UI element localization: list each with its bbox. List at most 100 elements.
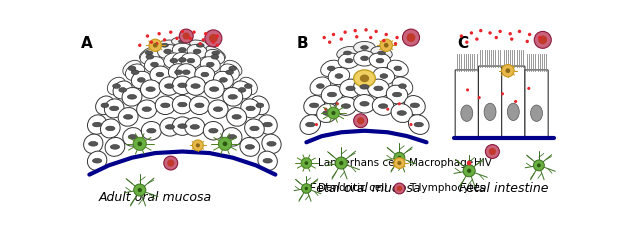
Circle shape	[137, 188, 142, 192]
Circle shape	[202, 38, 205, 42]
Ellipse shape	[139, 46, 159, 60]
Ellipse shape	[374, 86, 383, 91]
Ellipse shape	[233, 81, 252, 99]
Circle shape	[164, 156, 178, 170]
Ellipse shape	[141, 80, 160, 98]
Circle shape	[485, 145, 499, 158]
Ellipse shape	[93, 122, 102, 127]
Ellipse shape	[258, 115, 277, 134]
Ellipse shape	[170, 58, 178, 63]
Ellipse shape	[126, 64, 145, 80]
Ellipse shape	[146, 55, 154, 59]
Ellipse shape	[404, 96, 425, 115]
Ellipse shape	[96, 96, 114, 115]
Circle shape	[205, 30, 222, 47]
Ellipse shape	[263, 158, 272, 163]
Text: C: C	[458, 36, 468, 51]
Ellipse shape	[178, 124, 187, 128]
Ellipse shape	[104, 99, 124, 118]
Circle shape	[526, 40, 529, 43]
Circle shape	[394, 158, 405, 169]
Circle shape	[409, 123, 412, 126]
Text: T lymphocytes: T lymphocytes	[409, 183, 486, 194]
Ellipse shape	[172, 76, 192, 95]
Ellipse shape	[317, 84, 324, 88]
Circle shape	[332, 33, 335, 36]
Ellipse shape	[240, 137, 260, 156]
Circle shape	[133, 137, 146, 150]
Ellipse shape	[185, 118, 205, 136]
Ellipse shape	[131, 71, 151, 88]
Circle shape	[332, 111, 336, 115]
Circle shape	[149, 39, 162, 51]
Ellipse shape	[338, 53, 360, 68]
Circle shape	[382, 39, 386, 42]
Ellipse shape	[157, 44, 178, 59]
Circle shape	[218, 137, 231, 150]
Circle shape	[534, 31, 551, 48]
Ellipse shape	[213, 71, 233, 88]
Circle shape	[394, 42, 397, 45]
Circle shape	[354, 114, 368, 128]
Circle shape	[353, 29, 357, 32]
Circle shape	[302, 184, 311, 193]
Ellipse shape	[251, 96, 269, 115]
Text: Adult oral mucosa: Adult oral mucosa	[99, 191, 212, 204]
Ellipse shape	[250, 126, 259, 131]
Ellipse shape	[244, 119, 264, 138]
Text: Fetal intestine: Fetal intestine	[459, 182, 549, 195]
Circle shape	[479, 29, 483, 32]
Ellipse shape	[113, 84, 121, 88]
Circle shape	[467, 169, 471, 173]
Ellipse shape	[484, 103, 496, 121]
Circle shape	[357, 117, 364, 124]
Ellipse shape	[176, 64, 197, 81]
Circle shape	[328, 107, 340, 119]
Circle shape	[465, 41, 468, 44]
Circle shape	[192, 140, 203, 151]
Ellipse shape	[159, 77, 179, 95]
Circle shape	[134, 184, 146, 196]
Ellipse shape	[108, 77, 126, 95]
Ellipse shape	[179, 58, 186, 62]
Ellipse shape	[508, 103, 519, 121]
Circle shape	[315, 123, 318, 126]
Ellipse shape	[156, 96, 175, 114]
Text: A: A	[81, 36, 93, 51]
Circle shape	[216, 34, 219, 38]
Ellipse shape	[227, 135, 236, 139]
Circle shape	[328, 41, 332, 44]
Ellipse shape	[392, 77, 413, 95]
Circle shape	[510, 37, 513, 41]
Circle shape	[209, 34, 218, 43]
Ellipse shape	[144, 57, 164, 72]
Ellipse shape	[156, 72, 164, 77]
Text: Fetal oral mucosa: Fetal oral mucosa	[309, 182, 420, 195]
FancyBboxPatch shape	[502, 66, 525, 137]
Ellipse shape	[169, 64, 188, 81]
Circle shape	[169, 30, 172, 34]
Ellipse shape	[165, 125, 175, 129]
Circle shape	[514, 100, 517, 103]
Ellipse shape	[164, 49, 172, 54]
Ellipse shape	[371, 46, 392, 59]
Ellipse shape	[229, 66, 236, 71]
Circle shape	[157, 32, 161, 35]
Circle shape	[501, 92, 504, 95]
Ellipse shape	[360, 75, 369, 82]
Ellipse shape	[461, 105, 473, 121]
Ellipse shape	[394, 66, 402, 71]
Text: Langerhans cell: Langerhans cell	[318, 158, 401, 168]
Circle shape	[305, 161, 309, 165]
Ellipse shape	[373, 97, 394, 115]
Ellipse shape	[93, 158, 102, 163]
Circle shape	[223, 142, 227, 146]
Ellipse shape	[228, 95, 238, 99]
Ellipse shape	[388, 60, 408, 76]
Ellipse shape	[345, 58, 353, 63]
Ellipse shape	[179, 48, 186, 52]
Circle shape	[340, 37, 343, 41]
Ellipse shape	[206, 46, 225, 60]
Ellipse shape	[397, 111, 406, 115]
Ellipse shape	[399, 84, 406, 88]
